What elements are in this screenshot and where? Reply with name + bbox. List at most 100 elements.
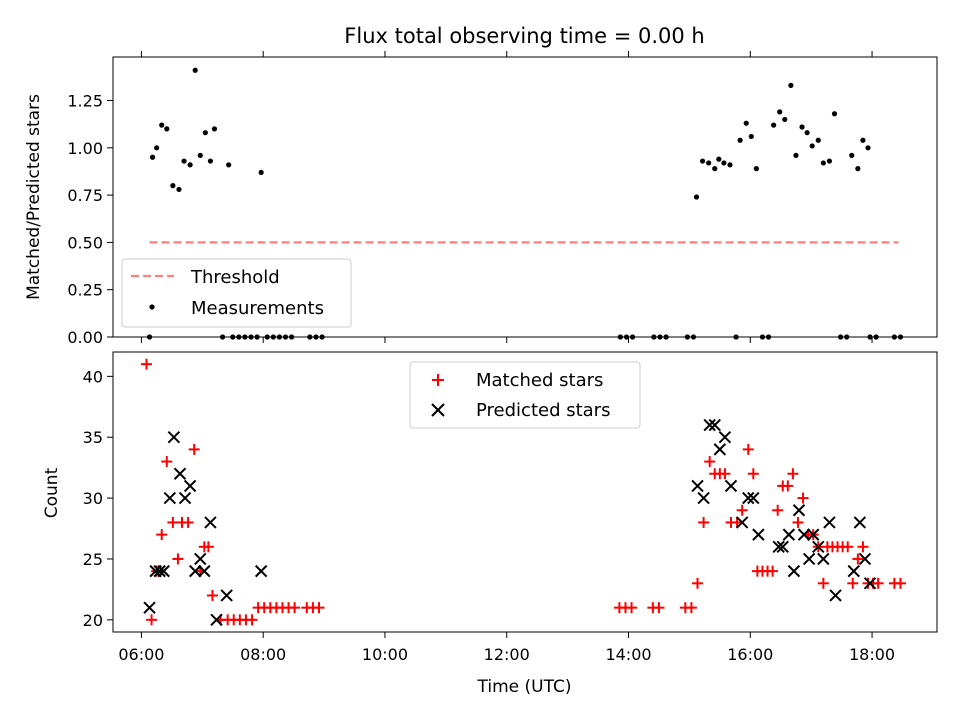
measurement-point <box>192 67 198 73</box>
measurement-point <box>753 166 759 172</box>
y-tick-label: 1.25 <box>67 92 103 111</box>
x-tick-label: 08:00 <box>240 645 286 664</box>
x-tick-label: 18:00 <box>849 645 895 664</box>
predicted-star-point <box>812 540 825 553</box>
predicted-star-point <box>792 504 806 517</box>
predicted-star-point <box>772 540 785 553</box>
matched-star-point <box>719 468 731 480</box>
matched-star-point <box>140 358 152 370</box>
measurement-point <box>154 145 160 151</box>
predicted-star-point <box>210 613 223 627</box>
matched-star-point <box>653 602 665 614</box>
measurement-point <box>737 137 743 143</box>
predicted-star-point <box>153 564 166 578</box>
predicted-star-point <box>157 564 170 578</box>
matched-star-point <box>767 565 779 577</box>
measurements-legend-label: Measurements <box>191 298 324 319</box>
predicted-star-point <box>183 479 197 493</box>
predicted-star-point <box>691 479 704 493</box>
y-tick-label: 20 <box>83 611 103 630</box>
predicted-star-point <box>198 564 211 578</box>
chart-title: Flux total observing time = 0.00 h <box>344 24 704 48</box>
measurement-point <box>693 194 700 200</box>
matched-star-point <box>206 589 218 601</box>
y-tick-label: 40 <box>83 367 103 386</box>
ratio-legend: Threshold Measurements <box>121 258 352 328</box>
predicted-star-point <box>708 418 721 432</box>
predicted-star-point <box>143 601 156 614</box>
predicted-star-point <box>863 577 877 590</box>
predicted-star-point <box>703 418 716 432</box>
measurement-point <box>826 158 833 164</box>
matched-legend-label: Matched stars <box>476 370 603 391</box>
measurement-point <box>804 130 810 136</box>
matched-star-point <box>289 602 301 614</box>
measurement-point <box>860 137 866 143</box>
measurement-point <box>815 137 821 143</box>
measurement-point <box>799 124 805 130</box>
y-tick-label: 30 <box>83 489 103 508</box>
measurement-point <box>788 82 794 88</box>
count-panel: 20 25 30 35 40 06:00 08:00 10:00 12:00 14:00 16:0… <box>42 351 938 697</box>
measurement-point <box>202 130 208 136</box>
matched-star-point <box>817 577 829 589</box>
measurement-point <box>743 120 749 126</box>
matched-legend-swatch <box>432 374 444 386</box>
matched-star-point <box>313 602 325 614</box>
measurement-point <box>716 156 722 162</box>
predicted-star-point <box>173 467 187 480</box>
measurement-point <box>849 152 855 158</box>
predicted-star-point <box>735 516 749 529</box>
measurement-point <box>170 183 176 189</box>
predicted-star-point <box>697 491 710 505</box>
matched-star-point <box>747 468 759 480</box>
measurement-points <box>146 67 904 340</box>
ratio-y-axis-label: Matched/Predicted stars <box>24 94 44 300</box>
count-x-axis: 06:00 08:00 10:00 12:00 14:00 16:00 18:00 <box>118 632 895 664</box>
matched-star-point <box>156 529 168 541</box>
matched-star-point <box>787 468 799 480</box>
matched-star-point <box>161 456 173 468</box>
predicted-star-point <box>776 540 789 553</box>
predicted-star-point <box>782 528 796 541</box>
legend-box <box>409 361 641 429</box>
predicted-star-points <box>143 418 877 627</box>
measurement-point <box>706 160 712 166</box>
predicted-star-point <box>163 491 177 505</box>
measurement-point <box>865 145 871 151</box>
measurement-point <box>809 143 815 149</box>
matched-star-point <box>772 504 784 516</box>
matched-star-point <box>182 516 194 528</box>
measurement-point <box>748 133 754 140</box>
matched-star-point <box>626 602 638 614</box>
predicted-star-point <box>718 431 732 444</box>
matched-star-point <box>792 516 804 528</box>
predicted-star-point <box>713 443 727 456</box>
matched-star-point <box>202 541 214 553</box>
ratio-panel: Flux total observing time = 0.00 h 0.000… <box>24 24 938 347</box>
y-tick-label: 0.50 <box>67 233 103 252</box>
predicted-star-point <box>747 491 760 505</box>
predicted-star-point <box>853 516 867 529</box>
predicted-star-point <box>742 491 755 505</box>
measurement-point <box>149 154 156 160</box>
measurement-point <box>831 111 838 117</box>
matched-star-point <box>246 614 258 626</box>
count-y-axis-label: Count <box>42 467 62 518</box>
matched-star-point <box>847 577 859 589</box>
predicted-star-point <box>797 528 811 541</box>
matched-star-point <box>852 553 864 565</box>
measurement-point <box>820 160 826 166</box>
matched-star-point <box>172 553 184 565</box>
x-tick-label: 16:00 <box>727 645 773 664</box>
ratio-y-axis: 0.00 0.25 0.50 0.75 1.00 1.25 <box>67 92 113 347</box>
measurement-point <box>181 158 187 164</box>
predicted-star-point <box>802 552 816 566</box>
predicted-star-point <box>806 528 820 541</box>
measurement-point <box>164 126 170 132</box>
measurement-point <box>727 162 733 168</box>
predicted-star-point <box>167 431 181 444</box>
y-tick-label: 0.00 <box>67 328 103 347</box>
